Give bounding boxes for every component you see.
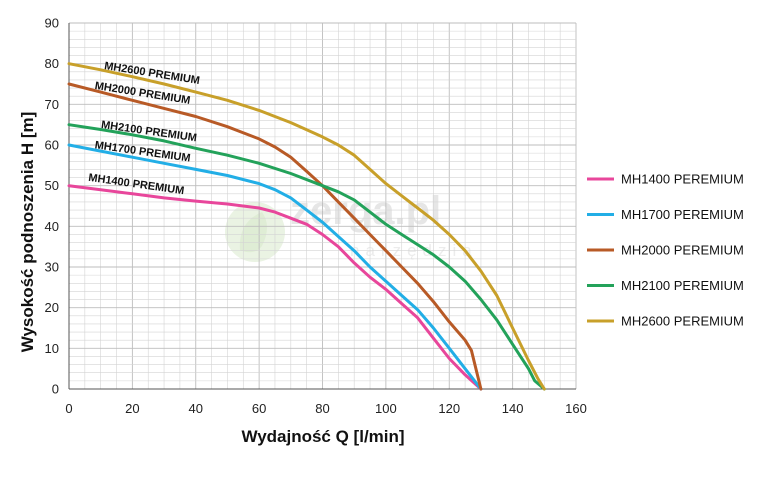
watermark-logo-icon xyxy=(225,202,285,262)
y-tick-label: 50 xyxy=(45,178,59,193)
curve-label: MH2100 PREMIUM xyxy=(100,119,197,144)
x-tick-label: 120 xyxy=(438,401,460,416)
chart-legend: MH1400 PEREMIUM MH1700 PEREMIUM MH2000 PER… xyxy=(587,172,744,329)
series-line xyxy=(67,184,483,391)
y-axis-tick-labels: 0 10 20 30 40 50 60 70 80 90 xyxy=(45,16,59,397)
y-tick-label: 60 xyxy=(45,138,59,153)
x-tick-label: 60 xyxy=(252,401,266,416)
series-line xyxy=(67,143,483,391)
x-axis-tick-labels: 0 20 40 60 80 100 120 140 160 xyxy=(65,401,586,416)
x-tick-label: 40 xyxy=(189,401,203,416)
y-tick-label: 20 xyxy=(45,300,59,315)
legend-label: MH2100 PEREMIUM xyxy=(621,278,744,293)
legend-label: MH2600 PEREMIUM xyxy=(621,314,744,329)
y-tick-label: 80 xyxy=(45,56,59,71)
y-tick-label: 90 xyxy=(45,16,59,31)
x-tick-label: 160 xyxy=(565,401,587,416)
x-tick-label: 80 xyxy=(315,401,329,416)
x-tick-label: 20 xyxy=(125,401,139,416)
x-tick-label: 0 xyxy=(65,401,72,416)
legend-label: MH1700 PEREMIUM xyxy=(621,207,744,222)
legend-label: MH2000 PEREMIUM xyxy=(621,243,744,258)
series-line xyxy=(67,62,546,391)
x-tick-label: 100 xyxy=(375,401,397,416)
y-axis-title: Wysokość podnoszenia H [m] xyxy=(18,112,37,353)
series-line xyxy=(67,123,546,391)
y-tick-label: 30 xyxy=(45,260,59,275)
watermark-brand: zerga.pl xyxy=(290,189,441,233)
y-tick-label: 40 xyxy=(45,219,59,234)
x-axis-title: Wydajność Q [l/min] xyxy=(241,427,404,446)
series-line xyxy=(67,82,483,391)
x-tick-label: 140 xyxy=(502,401,524,416)
y-tick-label: 0 xyxy=(52,382,59,397)
legend-label: MH1400 PEREMIUM xyxy=(621,172,744,187)
series-lines xyxy=(67,62,546,391)
y-tick-label: 70 xyxy=(45,97,59,112)
y-tick-label: 10 xyxy=(45,341,59,356)
